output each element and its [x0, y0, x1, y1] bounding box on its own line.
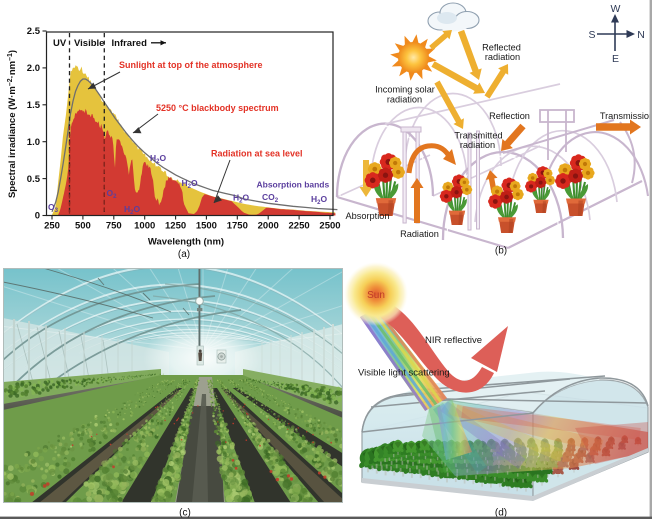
svg-text:2.0: 2.0 — [27, 63, 40, 74]
svg-text:Reflection: Reflection — [489, 111, 530, 121]
svg-text:Visible: Visible — [74, 38, 104, 49]
svg-text:H2O: H2O — [182, 178, 199, 190]
svg-text:H2O: H2O — [150, 153, 167, 165]
svg-text:Sunlight at top of the atmosph: Sunlight at top of the atmosphere — [119, 60, 263, 70]
svg-text:2000: 2000 — [258, 221, 279, 232]
svg-text:Sun: Sun — [367, 290, 385, 301]
svg-text:N: N — [637, 29, 645, 41]
svg-text:(d): (d) — [495, 508, 507, 519]
svg-text:radiation: radiation — [485, 52, 520, 62]
svg-text:0.5: 0.5 — [27, 174, 41, 185]
svg-text:Spectral irradiance (W·m–2·nm–: Spectral irradiance (W·m–2·nm–1) — [7, 50, 19, 198]
svg-text:Wavelength (nm): Wavelength (nm) — [148, 237, 224, 248]
svg-text:radiation: radiation — [387, 95, 422, 105]
svg-text:1500: 1500 — [196, 221, 217, 232]
svg-text:Transmission: Transmission — [600, 111, 652, 121]
svg-text:Visible light scattering: Visible light scattering — [358, 368, 450, 379]
svg-text:O3: O3 — [48, 202, 59, 214]
svg-text:CO2: CO2 — [262, 192, 279, 204]
svg-text:1750: 1750 — [227, 221, 248, 232]
svg-text:O2: O2 — [107, 188, 118, 200]
svg-text:Incoming solar: Incoming solar — [375, 85, 435, 95]
svg-text:Infrared: Infrared — [112, 38, 148, 49]
svg-text:5250 °C blackbody spectrum: 5250 °C blackbody spectrum — [156, 103, 279, 113]
svg-text:(c): (c) — [179, 508, 191, 519]
svg-text:H2O: H2O — [233, 192, 250, 204]
svg-text:1.5: 1.5 — [27, 100, 41, 111]
svg-text:(a): (a) — [178, 249, 190, 260]
svg-text:Radiation at sea level: Radiation at sea level — [211, 149, 303, 159]
svg-text:NIR reflective: NIR reflective — [425, 335, 482, 346]
svg-text:1250: 1250 — [165, 221, 186, 232]
svg-text:S: S — [588, 29, 595, 41]
svg-text:Absorption bands: Absorption bands — [257, 180, 330, 190]
svg-text:750: 750 — [106, 221, 122, 232]
svg-text:Radiation: Radiation — [400, 229, 439, 239]
svg-text:UV: UV — [53, 38, 67, 49]
svg-text:250: 250 — [44, 221, 60, 232]
svg-text:Absorption: Absorption — [346, 211, 390, 221]
svg-text:0: 0 — [35, 211, 40, 222]
svg-text:(b): (b) — [495, 246, 507, 257]
svg-text:H2O: H2O — [124, 204, 141, 216]
svg-text:1000: 1000 — [134, 221, 155, 232]
svg-text:500: 500 — [75, 221, 91, 232]
svg-text:2.5: 2.5 — [27, 26, 41, 37]
svg-text:Transmitted: Transmitted — [454, 131, 502, 141]
svg-text:E: E — [612, 53, 619, 65]
svg-text:2250: 2250 — [289, 221, 310, 232]
svg-text:W: W — [611, 3, 621, 15]
svg-text:H2O: H2O — [311, 194, 328, 206]
svg-text:Reflected: Reflected — [482, 43, 521, 53]
svg-text:1.0: 1.0 — [27, 137, 40, 148]
svg-text:2500: 2500 — [319, 221, 340, 232]
svg-text:radiation: radiation — [460, 140, 495, 150]
